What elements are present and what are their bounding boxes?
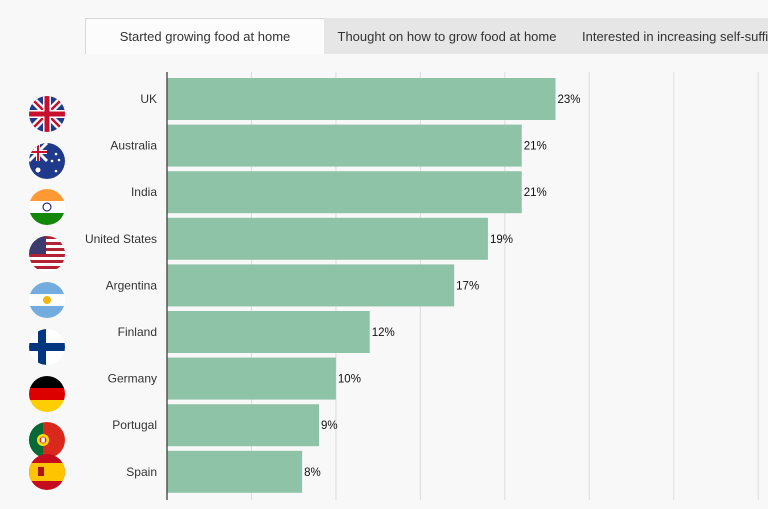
spain-flag-icon: [29, 454, 65, 490]
bar-germany: [167, 357, 336, 400]
tab-interested-self-sufficiency[interactable]: Interested in increasing self-suffic: [570, 18, 768, 54]
uk-flag-icon: [29, 96, 65, 132]
category-label: India: [131, 185, 157, 199]
category-label: UK: [140, 92, 157, 106]
tab-thought-on-growing[interactable]: Thought on how to grow food at home: [324, 18, 570, 54]
category-label: Portugal: [112, 418, 157, 432]
category-label: Finland: [118, 325, 157, 339]
bar-portugal: [167, 404, 320, 447]
usa-flag-icon: [29, 236, 65, 272]
australia-flag-icon: [29, 143, 65, 179]
value-label: 12%: [372, 327, 395, 339]
tab-started-growing[interactable]: Started growing food at home: [85, 18, 324, 54]
category-label: Spain: [126, 465, 157, 479]
value-label: 17%: [456, 280, 479, 292]
value-label: 10%: [338, 374, 361, 386]
bar-australia: [167, 124, 522, 167]
bar-uk: [167, 78, 556, 120]
bar-spain: [167, 450, 303, 493]
argentina-flag-icon: [29, 282, 65, 318]
value-label: 8%: [304, 467, 321, 479]
value-label: 19%: [490, 234, 513, 246]
bar-finland: [167, 311, 370, 353]
finland-flag-icon: [29, 329, 65, 365]
portugal-flag-icon: [29, 422, 65, 458]
germany-flag-icon: [29, 376, 65, 412]
bar-united-states: [167, 217, 488, 260]
tab-bar: Started growing food at home Thought on …: [85, 18, 768, 54]
value-label: 9%: [321, 420, 338, 432]
bar-argentina: [167, 264, 455, 307]
bar-india: [167, 171, 522, 214]
value-label: 21%: [524, 141, 547, 153]
category-label: Australia: [110, 139, 157, 153]
category-label: Germany: [108, 372, 157, 386]
india-flag-icon: [29, 189, 65, 225]
category-label: United States: [85, 232, 157, 246]
value-label: 21%: [524, 187, 547, 199]
value-label: 23%: [558, 94, 581, 106]
category-label: Argentina: [106, 278, 158, 292]
